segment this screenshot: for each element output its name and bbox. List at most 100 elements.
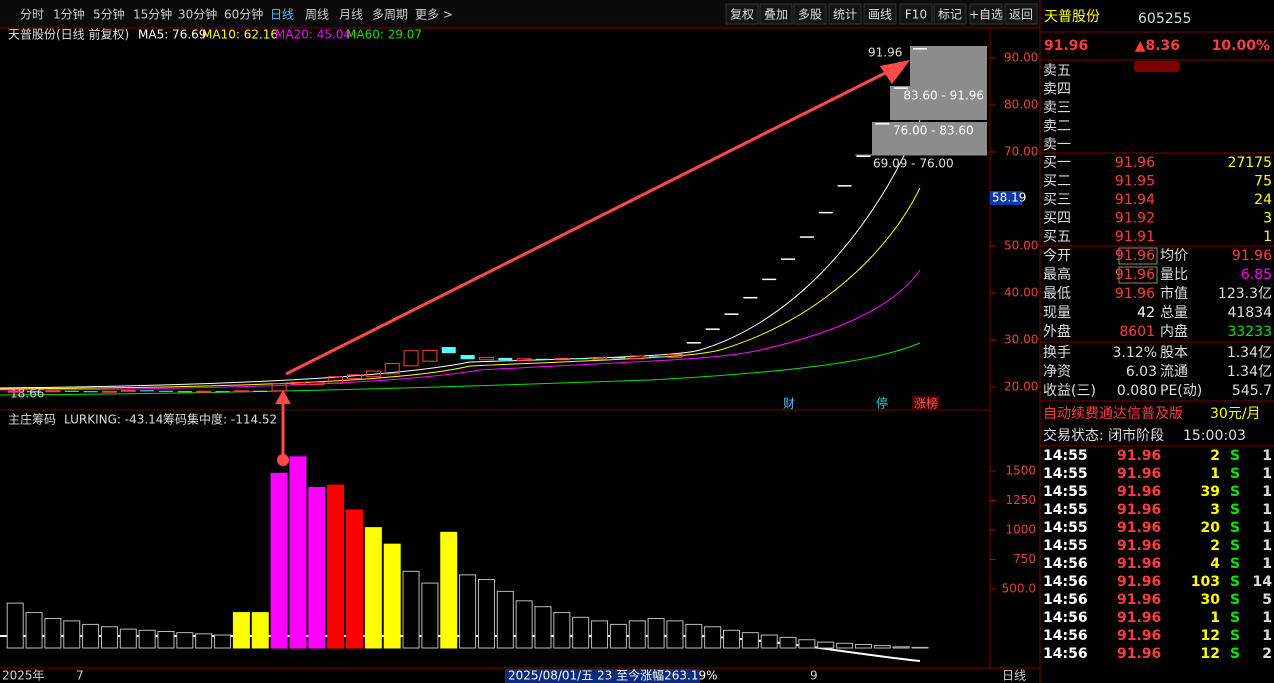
indicator-bar bbox=[534, 606, 552, 649]
period-tab[interactable]: 分时 bbox=[20, 8, 44, 22]
action-button[interactable]: F10 bbox=[905, 8, 927, 22]
quote-text: 股本 bbox=[1160, 345, 1188, 361]
indicator-bar bbox=[440, 531, 458, 649]
period-tab[interactable]: 日线 bbox=[270, 8, 294, 22]
period-tab[interactable]: 周线 bbox=[305, 8, 329, 22]
candle bbox=[441, 347, 456, 354]
period-tab[interactable]: 更多 > bbox=[415, 8, 453, 22]
candle bbox=[233, 390, 249, 393]
action-button[interactable]: +自选 bbox=[969, 8, 1003, 22]
indicator-bar bbox=[666, 620, 684, 649]
indicator-bar bbox=[647, 618, 665, 649]
quote-text: 14:55 bbox=[1043, 484, 1088, 500]
quote-text: 换手 bbox=[1043, 344, 1071, 361]
quote-text: 91.96 bbox=[1117, 520, 1161, 536]
quote-text: 14:56 bbox=[1043, 574, 1088, 590]
quote-text: 91.96 bbox=[1117, 502, 1161, 518]
chip-box bbox=[890, 86, 987, 120]
action-button[interactable]: 标记 bbox=[938, 8, 962, 22]
quote-text: 24 bbox=[1254, 192, 1272, 208]
quote-text: 75 bbox=[1254, 174, 1272, 190]
quote-text: 4 bbox=[1210, 556, 1220, 572]
indicator-bar bbox=[591, 620, 609, 649]
chip-box bbox=[910, 46, 987, 86]
period-tab[interactable]: 月线 bbox=[339, 8, 363, 22]
arrow-head bbox=[275, 390, 291, 404]
ma-label: MA20: 45.04 bbox=[275, 28, 351, 42]
quote-text: S bbox=[1230, 502, 1240, 518]
candle bbox=[347, 374, 362, 380]
event-marker[interactable]: 涨榜 bbox=[914, 396, 938, 411]
action-button[interactable]: 叠加 bbox=[764, 8, 788, 22]
quote-text: 1 bbox=[1210, 610, 1220, 626]
quote-text: 14:56 bbox=[1043, 592, 1088, 608]
indicator-value: LURKING: -43.14 bbox=[64, 413, 163, 427]
quote-text: S bbox=[1230, 646, 1240, 662]
quote-text: 今开 bbox=[1043, 248, 1071, 264]
quote-text: 91.96 bbox=[1044, 38, 1088, 54]
quote-text: S bbox=[1230, 520, 1240, 536]
arrow-dot bbox=[277, 454, 289, 466]
quote-text: 交易状态: 闭市阶段 bbox=[1043, 427, 1164, 444]
action-button-bg bbox=[1004, 3, 1038, 25]
quote-text: 91.96 bbox=[1117, 646, 1161, 662]
indicator-bar bbox=[760, 634, 778, 649]
quote-text: 91.94 bbox=[1115, 192, 1155, 208]
quote-text: 14:56 bbox=[1043, 628, 1088, 644]
candle bbox=[365, 370, 381, 378]
candle bbox=[667, 354, 683, 358]
period-tab[interactable]: 15分钟 bbox=[133, 7, 172, 22]
candle bbox=[159, 390, 173, 392]
quote-text: 91.96 bbox=[1117, 484, 1161, 500]
timeline-highlight bbox=[505, 669, 700, 683]
quote-text: 买三 bbox=[1043, 192, 1071, 208]
chip-label: 76.00 - 83.60 bbox=[893, 124, 974, 138]
action-button[interactable]: 复权 bbox=[730, 8, 754, 22]
indicator-bar bbox=[138, 629, 156, 649]
y-tick-label: 20.00 bbox=[1004, 380, 1038, 394]
quote-text: 自动续费通达信普及版 bbox=[1043, 405, 1183, 422]
quote-text: S bbox=[1230, 448, 1240, 464]
quote-text: 1 bbox=[1262, 520, 1272, 536]
candle bbox=[101, 390, 117, 393]
action-button[interactable]: 多股 bbox=[798, 8, 822, 22]
period-tab[interactable]: 5分钟 bbox=[93, 7, 125, 22]
action-button[interactable]: 返回 bbox=[1009, 8, 1033, 22]
quote-text: 14:55 bbox=[1043, 466, 1088, 482]
period-label[interactable]: 日线 bbox=[1002, 669, 1026, 683]
event-marker[interactable]: 财 bbox=[783, 397, 795, 411]
action-button[interactable]: 画线 bbox=[868, 8, 892, 22]
action-button[interactable]: 统计 bbox=[833, 8, 857, 22]
period-tab[interactable]: 30分钟 bbox=[178, 7, 217, 22]
candle bbox=[290, 381, 306, 385]
quote-text: 12 bbox=[1201, 646, 1220, 662]
event-marker[interactable]: 停 bbox=[876, 396, 888, 411]
indicator-bar bbox=[477, 579, 495, 649]
period-tab[interactable]: 60分钟 bbox=[224, 7, 263, 22]
quote-text: 1 bbox=[1262, 466, 1272, 482]
period-tab[interactable]: 1分钟 bbox=[53, 7, 85, 22]
action-button-bg bbox=[933, 3, 967, 25]
indicator-bar bbox=[383, 543, 401, 649]
quote-text: 天普股份 bbox=[1044, 9, 1100, 25]
quote-text: 91.96 bbox=[1232, 248, 1272, 264]
timeline-label: 2025/08/01/五 23 至今涨幅263.19% bbox=[508, 668, 718, 683]
indicator-bar bbox=[628, 620, 646, 649]
indicator-bar bbox=[214, 634, 232, 649]
ma20-line bbox=[0, 269, 921, 391]
period-tab[interactable]: 多周期 bbox=[372, 8, 408, 22]
candle bbox=[253, 390, 268, 392]
quote-text: 545.7 bbox=[1232, 383, 1272, 399]
quote-text: 91.96 bbox=[1115, 286, 1155, 302]
quote-text: 14:55 bbox=[1043, 520, 1088, 536]
collapse-button[interactable] bbox=[1134, 61, 1180, 72]
quote-text: 14:55 bbox=[1043, 448, 1088, 464]
quote-text: 30 bbox=[1201, 592, 1221, 608]
indicator-bar bbox=[63, 620, 81, 649]
quote-text: 91.96 bbox=[1117, 466, 1161, 482]
quote-text: 91.96 bbox=[1115, 155, 1155, 171]
candle bbox=[573, 358, 588, 360]
candle bbox=[309, 381, 325, 386]
quote-text: 3 bbox=[1263, 211, 1272, 227]
